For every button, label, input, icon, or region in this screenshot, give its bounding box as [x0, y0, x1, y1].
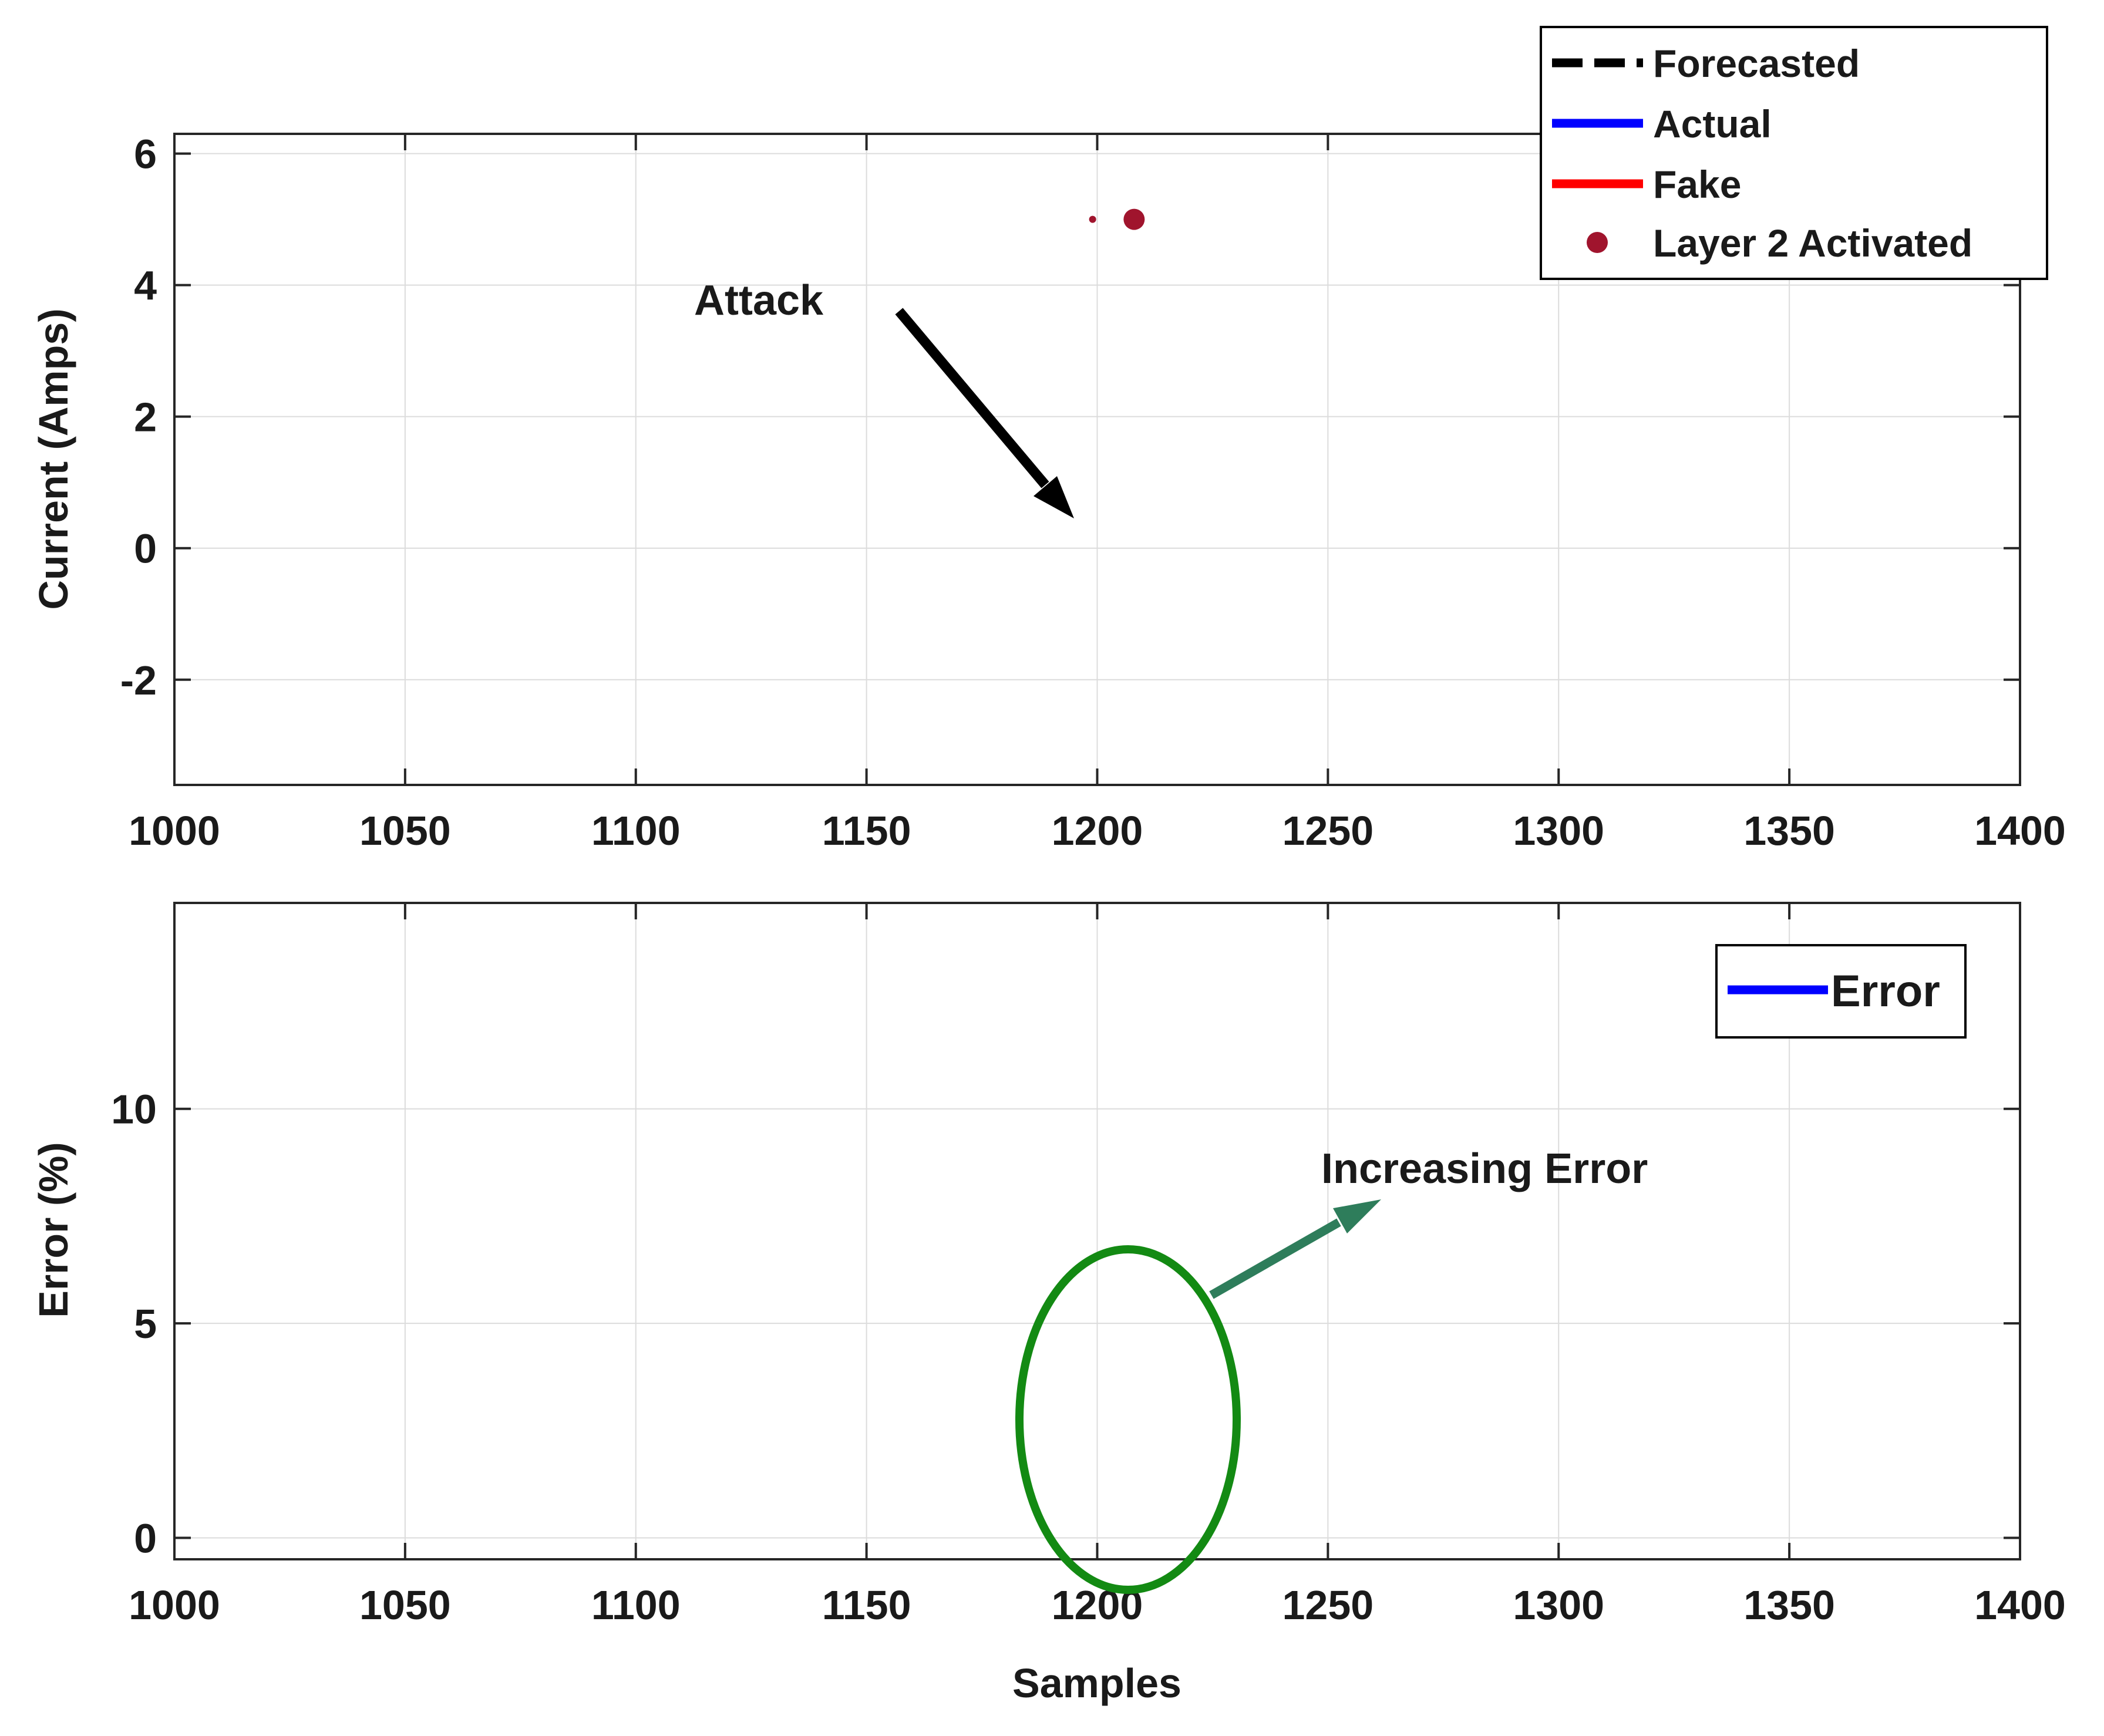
error-x-axis-label: Samples [1012, 1660, 1181, 1706]
legend-label-error: Error [1831, 966, 1940, 1016]
current-x-tick-label-1250: 1250 [1282, 808, 1374, 854]
current-x-tick-label-1400: 1400 [1974, 808, 2066, 854]
current-grid [174, 134, 2021, 785]
attack-arrow-head [1034, 476, 1074, 518]
legend-item-actual: Actual [1552, 102, 1772, 146]
error-x-tick-label-1350: 1350 [1743, 1582, 1835, 1628]
legend-item-layer2: Layer 2 Activated [1587, 221, 1972, 265]
current-y-tick-label--2: -2 [120, 658, 157, 703]
error-y-axis-label: Error (%) [31, 1142, 76, 1317]
current-y-tick-label-0: 0 [134, 526, 157, 572]
current-y-axis-label: Current (Amps) [31, 308, 76, 609]
legend-label-actual: Actual [1653, 102, 1772, 146]
current-y-tick-label-4: 4 [134, 263, 157, 309]
error-highlight-ellipse [1015, 1245, 1241, 1594]
layer2-activated-marker-1 [1123, 208, 1145, 230]
current-x-tick-label-1200: 1200 [1052, 808, 1143, 854]
error-x-tick-label-1150: 1150 [822, 1582, 911, 1628]
layer2-activated-marker-0 [1089, 215, 1096, 223]
attack-arrow-shaft [895, 308, 1049, 488]
legend-label-layer2: Layer 2 Activated [1653, 221, 1972, 265]
current-x-tick-label-1050: 1050 [359, 808, 451, 854]
error-x-tick-label-1000: 1000 [129, 1582, 220, 1628]
current-legend-box [1540, 26, 2048, 280]
current-ticks: 1000 1050 1100 1150 1200 1250 1300 1350 1400 -2 0 2… [120, 132, 2066, 854]
current-x-tick-label-1100: 1100 [591, 808, 681, 854]
current-x-tick-label-1300: 1300 [1513, 808, 1604, 854]
current-x-tick-label-1150: 1150 [822, 808, 911, 854]
error-x-tick-label-1100: 1100 [591, 1582, 681, 1628]
error-x-tick-label-1400: 1400 [1974, 1582, 2066, 1628]
current-x-tick-label-1350: 1350 [1743, 808, 1835, 854]
error-arrow-head [1333, 1199, 1381, 1233]
error-legend: Error [1715, 944, 1967, 1039]
current-y-tick-label-6: 6 [134, 132, 157, 177]
legend-item-forecasted: Forecasted [1552, 42, 1860, 85]
error-x-tick-label-1300: 1300 [1513, 1582, 1604, 1628]
error-panel: 1000 1050 1100 1150 1200 1250 1300 1350 14000510… [31, 902, 2066, 1706]
error-y-tick-label-5: 5 [134, 1301, 157, 1347]
attack-annotation-text: Attack [694, 277, 824, 324]
error-x-tick-label-1050: 1050 [359, 1582, 451, 1628]
legend-label-fake: Fake [1653, 163, 1741, 206]
legend-swatch-layer2 [1587, 232, 1608, 253]
legend-item-fake: Fake [1552, 163, 1741, 206]
current-panel: 1000 1050 1100 1150 1200 1250 1300 1350 1400 -2 0 2… [31, 26, 2066, 854]
increasing-error-annotation: Increasing Error [1015, 1145, 1648, 1594]
attack-annotation: Attack [694, 277, 1074, 518]
current-legend: Forecasted Actual Fake Layer 2 Activated [1540, 26, 2048, 280]
error-y-tick-label-10: 10 [111, 1087, 157, 1132]
error-y-tick-label-0: 0 [134, 1515, 157, 1561]
error-arrow-shaft [1209, 1218, 1341, 1299]
current-x-tick-label-1000: 1000 [129, 808, 220, 854]
legend-label-forecasted: Forecasted [1653, 42, 1860, 85]
increasing-error-text: Increasing Error [1321, 1145, 1648, 1192]
current-series [1089, 208, 1145, 230]
current-y-tick-label-2: 2 [134, 395, 157, 440]
error-x-tick-label-1250: 1250 [1282, 1582, 1374, 1628]
